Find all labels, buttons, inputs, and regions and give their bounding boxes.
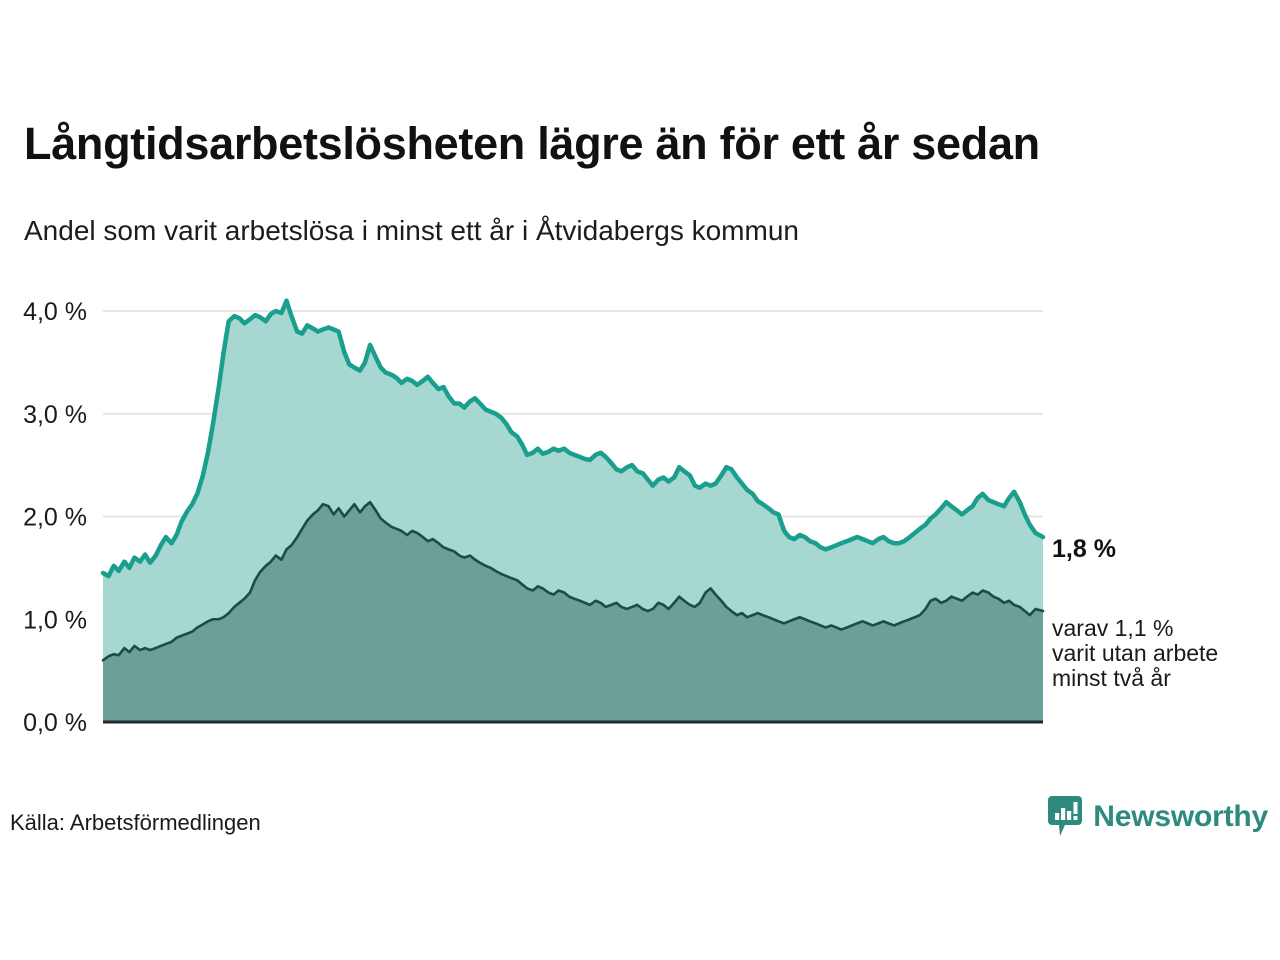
- y-tick-label: 0,0 %: [23, 709, 87, 737]
- y-axis-tick-labels: 0,0 % 1,0 % 2,0 % 3,0 % 4,0 %: [23, 298, 87, 737]
- series-two-years-label-line1: varav 1,1 %: [1052, 615, 1173, 641]
- series-two-years-label-line2: varit utan arbete: [1052, 640, 1218, 666]
- page-title: Långtidsarbetslösheten lägre än för ett …: [24, 118, 1040, 169]
- page-subtitle: Andel som varit arbetslösa i minst ett å…: [24, 215, 799, 246]
- x-tick-label: apr 2023: [994, 744, 1093, 746]
- series-two-years-label-line3: minst två år: [1052, 665, 1171, 691]
- x-tick-label: 2015: [494, 744, 550, 746]
- chart-container: 0,0 % 1,0 % 2,0 % 3,0 % 4,0 % 2010 2015 2020 ap…: [0, 276, 1280, 746]
- series-total-end-label: 1,8 %: [1052, 535, 1116, 563]
- y-tick-label: 4,0 %: [23, 298, 87, 326]
- y-tick-label: 3,0 %: [23, 401, 87, 429]
- series-area: [103, 502, 1043, 722]
- area-chart: 0,0 % 1,0 % 2,0 % 3,0 % 4,0 % 2010 2015 2020 ap…: [23, 298, 1218, 746]
- y-tick-label: 1,0 %: [23, 606, 87, 634]
- x-tick-label: 2010: [180, 744, 236, 746]
- newsworthy-logo[interactable]: Newsworthy: [1048, 796, 1268, 837]
- source-note: Källa: Arbetsförmedlingen: [10, 810, 261, 835]
- y-tick-label: 2,0 %: [23, 504, 87, 532]
- newsworthy-wordmark: Newsworthy: [1093, 799, 1268, 833]
- series-line: [100, 298, 1046, 579]
- series-areas: [103, 300, 1043, 722]
- series-lines: [100, 298, 1046, 662]
- x-tick-label: 2020: [808, 744, 864, 746]
- series-line: [101, 500, 1045, 662]
- x-axis-tick-labels: 2010 2015 2020 apr 2023: [180, 744, 1092, 746]
- newsworthy-bubble-bars-icon: [1048, 796, 1083, 837]
